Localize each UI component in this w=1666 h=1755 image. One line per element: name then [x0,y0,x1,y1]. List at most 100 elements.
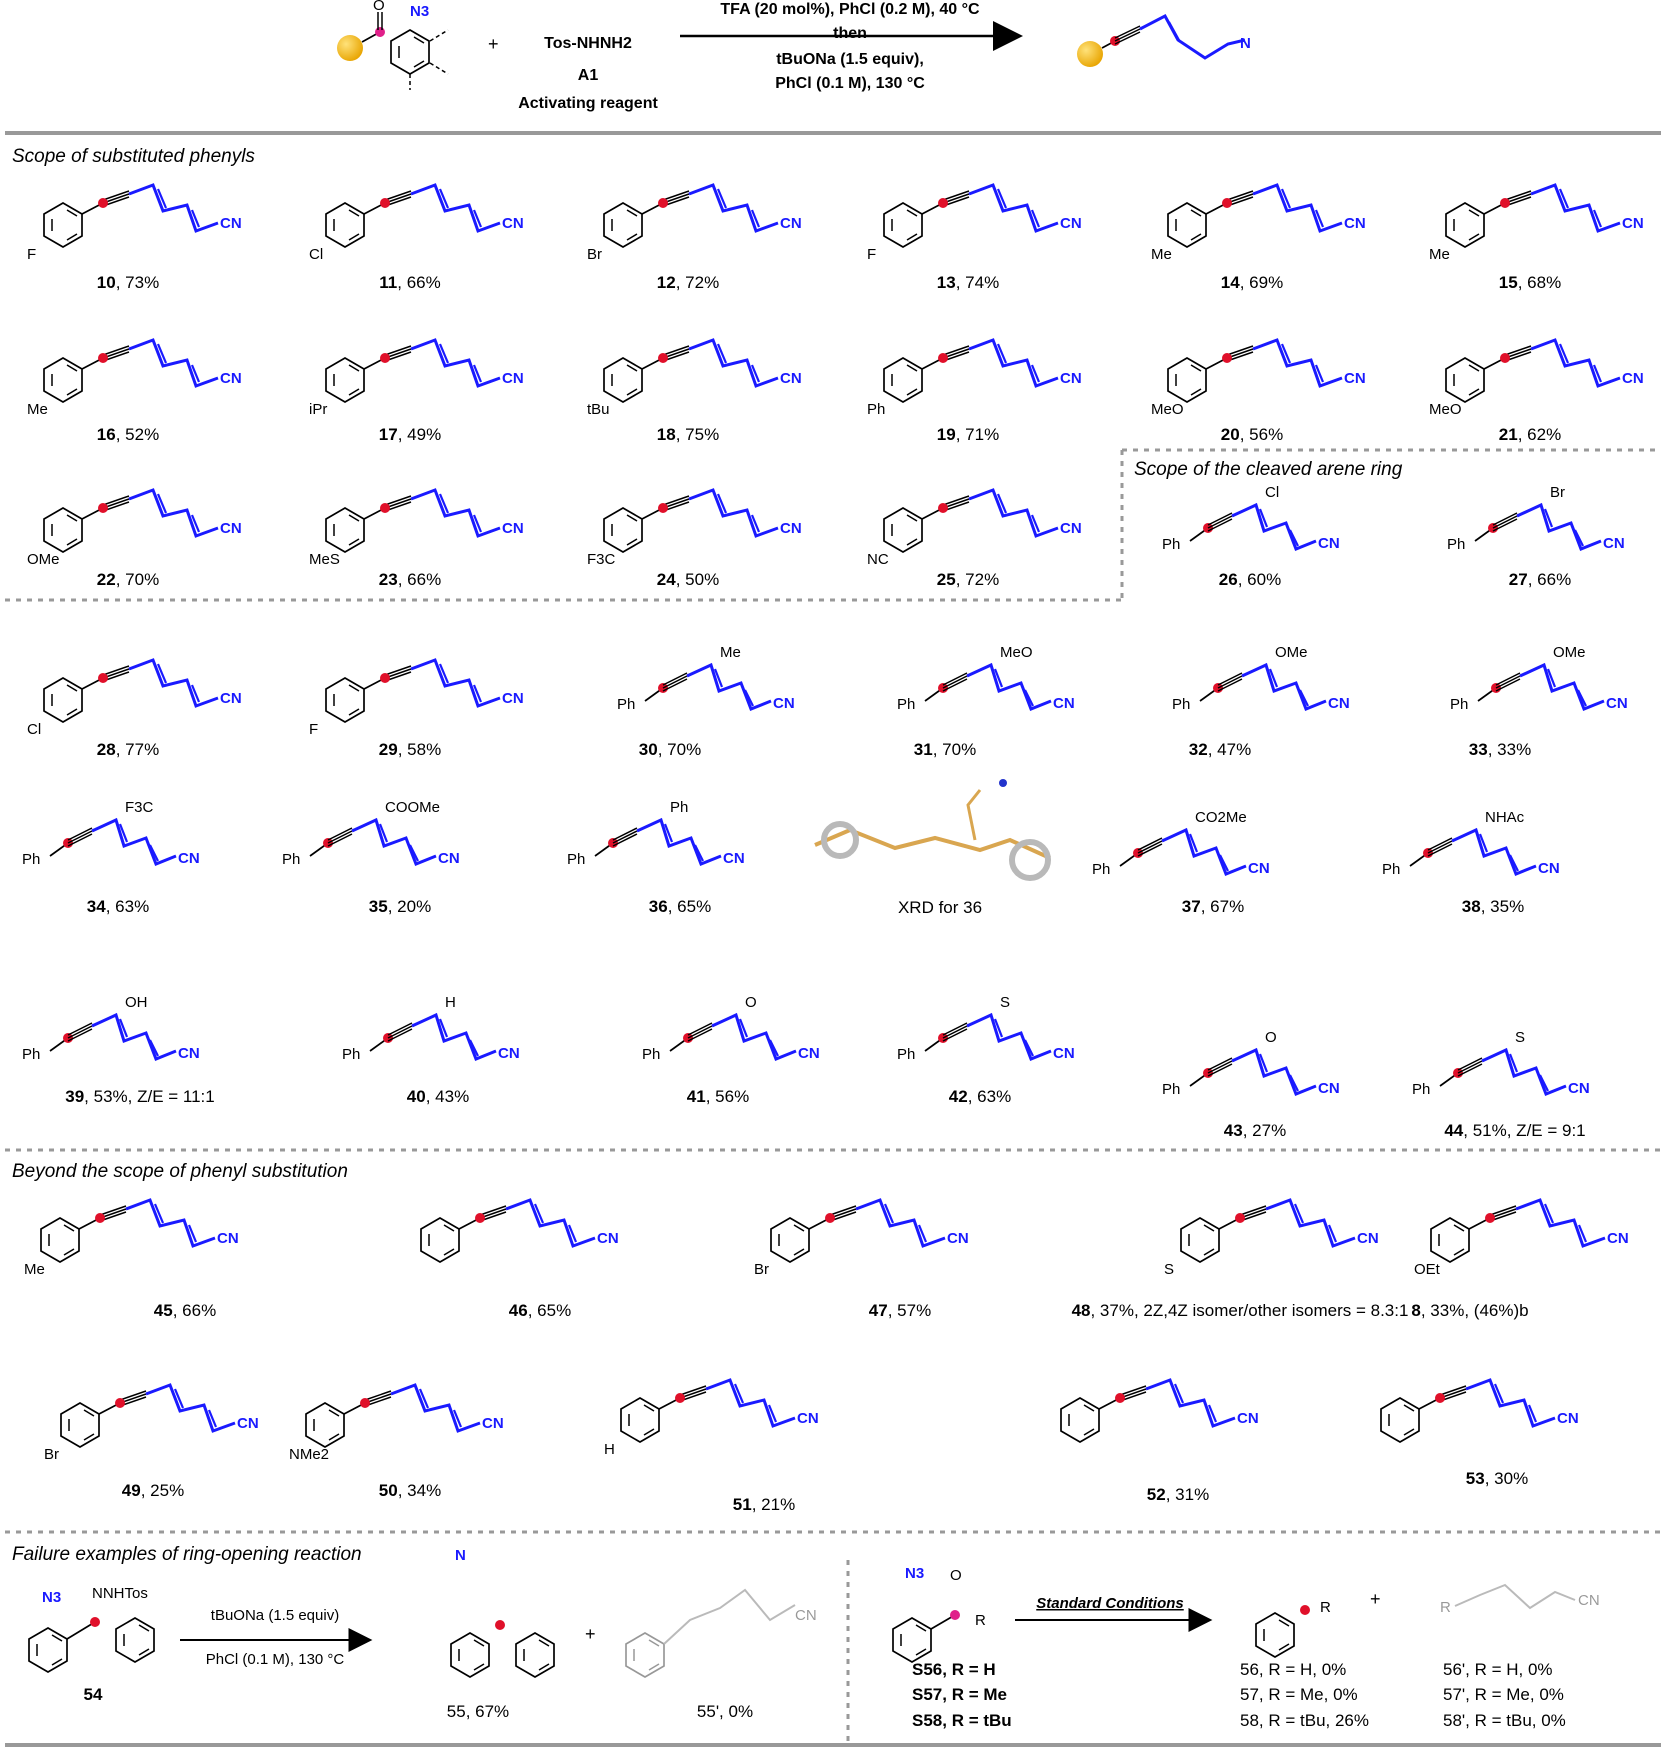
compound-cn-29: CN [502,690,524,707]
compound-cn-24: CN [780,520,802,537]
compound-cn-33: CN [1606,695,1628,712]
compound-cn-25: CN [1060,520,1082,537]
compound-41: CN O Ph 41, 56% [642,994,820,1106]
header-cond-1: TFA (20 mol%), PhCl (0.2 M), 40 °C [720,1,980,18]
compound-22: CN OMe 22, 70% [27,488,242,589]
compound-cn-21: CN [1622,370,1644,387]
failure-product-2: 55', 0% [697,1702,753,1721]
compound-caption-53: 53, 30% [1466,1469,1528,1488]
compound-cn-18: CN [780,370,802,387]
compound-substituent-20: MeO [1151,401,1184,418]
compound-49: CN Br 49, 25% [44,1383,259,1500]
compound-structure-32 [1198,663,1328,711]
compound-caption-32: 32, 47% [1189,740,1251,759]
compound-caption-49: 49, 25% [122,1481,184,1500]
compound-caption-40: 40, 43% [407,1087,469,1106]
compound-caption-24: 24, 50% [657,570,719,589]
compound-14: CN Me 14, 69% [1151,183,1366,292]
compound-structure-20 [1166,338,1344,404]
compound-structure-10 [42,183,220,249]
compound-26: CN Cl Ph 26, 60% [1162,484,1340,589]
compound-40: CN H Ph 40, 43% [342,994,520,1106]
compound-36: CN Ph Ph 36, 65% [567,799,745,916]
compound-structure-13 [882,183,1060,249]
failure-product-1: 55, 67% [447,1702,509,1721]
compound-substituent-47: Br [754,1261,769,1278]
compound-substituent-28: Cl [27,721,41,738]
compound-substituent-36: Ph [670,799,688,816]
failure-triazine-label: N [455,1547,466,1564]
compound-27: CN Br Ph 27, 66% [1447,484,1625,589]
compound-structure-31 [923,663,1053,711]
compound-caption-21: 21, 62% [1499,425,1561,444]
failure-cond-2: PhCl (0.1 M), 130 °C [206,1651,345,1668]
header-product-cn: N [1240,35,1251,52]
compound-caption-37: 37, 67% [1182,897,1244,916]
compound-structure-37 [1118,828,1248,876]
compound-caption-42: 42, 63% [949,1087,1011,1106]
compound-33: CN OMe Ph 33, 33% [1450,644,1628,759]
compound-structure-23 [324,488,502,554]
failure-r-r: R [975,1612,986,1629]
failure-product-2-structure: CN [625,1588,817,1678]
failure-azide-label: N3 [42,1589,61,1606]
compound-substituent-17: iPr [309,401,327,418]
compound-substituent-25: NC [867,551,889,568]
compound-caption-8: 8, 33%, (46%)b [1411,1301,1528,1320]
compound-caption-31: 31, 70% [914,740,976,759]
compound-13: CN F 13, 74% [867,183,1082,292]
compound-structure-41 [668,1013,798,1061]
compound-cn-10: CN [220,215,242,232]
compound-cn-48: CN [1357,1230,1379,1247]
compound-substituent-43: O [1265,1029,1277,1046]
compound-ph-34: Ph [22,851,40,868]
compound-substituent-24: F3C [587,551,616,568]
compound-structure-45 [39,1198,217,1264]
compound-16: CN Me 16, 52% [27,338,242,444]
compound-ph-33: Ph [1450,696,1468,713]
compound-48: CN S 48, 37%, 2Z,4Z isomer/other isomers =… [1072,1198,1409,1320]
compound-caption-26: 26, 60% [1219,570,1281,589]
compound-ph-43: Ph [1162,1081,1180,1098]
compound-substituent-15: Me [1429,246,1450,263]
compound-43: CN O Ph 43, 27% [1162,1029,1340,1140]
compound-ph-36: Ph [567,851,585,868]
compound-cn-12: CN [780,215,802,232]
compound-cn-19: CN [1060,370,1082,387]
compound-caption-34: 34, 63% [87,897,149,916]
compound-caption-11: 11, 66% [379,273,440,292]
substituent-sphere-icon [337,35,363,61]
compound-cn-11: CN [502,215,524,232]
compound-cn-34: CN [178,850,200,867]
compounds-layer: CN F 10, 73% CN Cl 11, 66% CN Br 12, 72% CN F 13, 7… [22,183,1644,1514]
compound-30: CN Me Ph 30, 70% [617,644,795,759]
compound-cn-38: CN [1538,860,1560,877]
compound-structure-49 [59,1383,237,1449]
compound-10: CN F 10, 73% [27,183,242,292]
xrd-structure: XRD for 36 [814,779,1051,917]
compound-51: CN H 51, 21% [604,1378,819,1514]
compound-substituent-45: Me [24,1261,45,1278]
failure-s57: S57, R = Me [912,1685,1007,1704]
compound-structure-47 [769,1198,947,1264]
compound-caption-25: 25, 72% [937,570,999,589]
compound-ph-31: Ph [897,696,915,713]
compound-structure-19 [882,338,1060,404]
failure-r-azide: N3 [905,1565,924,1582]
compound-caption-48: 48, 37%, 2Z,4Z isomer/other isomers = 8.… [1072,1301,1409,1320]
compound-28: CN Cl 28, 77% [27,658,242,759]
compound-cn-14: CN [1344,215,1366,232]
header-cond-2: then [833,25,867,42]
compound-cn-44: CN [1568,1080,1590,1097]
compound-cn-22: CN [220,520,242,537]
compound-structure-46 [419,1198,597,1264]
compound-32: CN OMe Ph 32, 47% [1172,644,1350,759]
compound-substituent-39: OH [125,994,148,1011]
compound-caption-35: 35, 20% [369,897,431,916]
compound-42: CN S Ph 42, 63% [897,994,1075,1106]
compound-37: CN CO2Me Ph 37, 67% [1092,809,1270,916]
compound-structure-12 [602,183,780,249]
failure-r-product-structure: R CN [1440,1583,1600,1616]
compound-cn-32: CN [1328,695,1350,712]
header-scheme: O N3 + Tos-NHNH2 A1 Activating reagent T… [337,0,1251,112]
